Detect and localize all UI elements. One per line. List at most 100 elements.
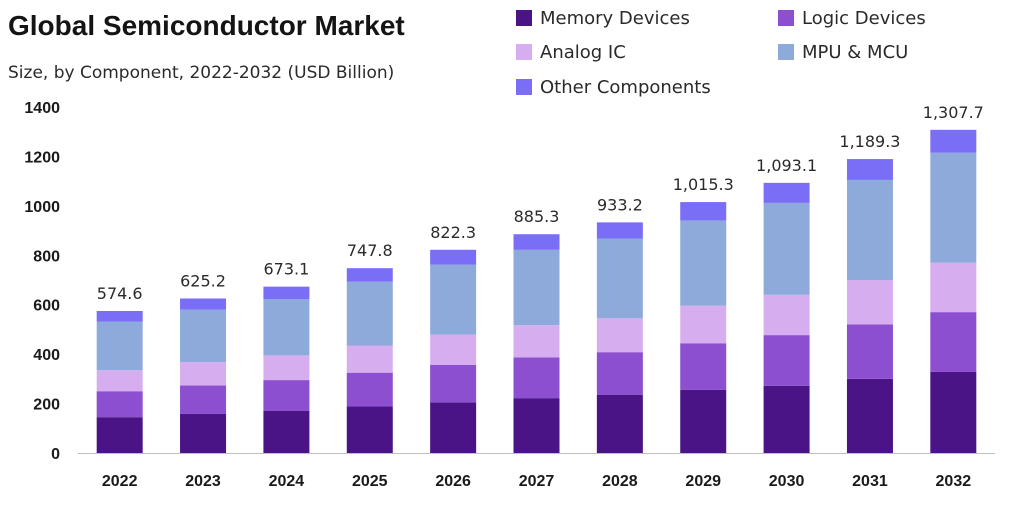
- bar-segment: [96, 370, 143, 392]
- legend-swatch: [516, 10, 532, 26]
- bar-segment: [180, 362, 227, 386]
- y-tick-label: 1000: [24, 199, 60, 216]
- legend-swatch: [516, 79, 532, 95]
- total-label: 1,093.1: [756, 156, 817, 175]
- x-tick-label: 2024: [269, 473, 305, 490]
- bar-segment: [346, 281, 393, 346]
- bar-segment: [430, 364, 477, 403]
- x-tick-label: 2028: [602, 473, 638, 490]
- bar-segment: [680, 389, 727, 453]
- bar-segment: [96, 321, 143, 371]
- bar-segment: [513, 398, 560, 453]
- legend-label: Analog IC: [540, 42, 626, 63]
- bar-segment: [596, 238, 643, 319]
- total-label: 885.3: [514, 207, 560, 226]
- bar-segment: [96, 391, 143, 418]
- total-label: 574.6: [97, 284, 143, 303]
- legend-swatch: [778, 44, 794, 60]
- bar-segment: [180, 385, 227, 414]
- bar-segment: [346, 406, 393, 453]
- bar-segment: [430, 264, 477, 335]
- y-tick-label: 800: [33, 248, 60, 265]
- bar-segment: [96, 417, 143, 453]
- bar-segment: [596, 222, 643, 239]
- bar-segment: [180, 298, 227, 310]
- bar-segment: [263, 380, 310, 411]
- y-tick-label: 600: [33, 298, 60, 315]
- bar-segment: [430, 402, 477, 453]
- bar-segment: [430, 249, 477, 265]
- legend-label: Memory Devices: [540, 8, 690, 29]
- bar-segment: [763, 385, 810, 453]
- y-tick-label: 1400: [24, 100, 60, 117]
- chart-title: Global Semiconductor Market: [8, 10, 405, 41]
- bar-segment: [513, 249, 560, 326]
- bar-segment: [930, 262, 977, 313]
- bar-segment: [513, 234, 560, 250]
- bar-segment: [263, 410, 310, 453]
- x-tick-label: 2022: [102, 473, 138, 490]
- bar-segment: [930, 371, 977, 453]
- legend-swatch: [778, 10, 794, 26]
- bar-segment: [180, 413, 227, 453]
- bar-segment: [846, 378, 893, 453]
- legend: Memory Devices Logic Devices Analog IC MPU …: [516, 8, 926, 98]
- x-tick-label: 2025: [352, 473, 388, 490]
- total-label: 625.2: [180, 271, 226, 290]
- bar-segment: [846, 159, 893, 180]
- total-label: 673.1: [264, 260, 310, 279]
- legend-label: Other Components: [540, 77, 711, 98]
- bar-segment: [596, 318, 643, 353]
- total-label: 1,015.3: [673, 175, 734, 194]
- x-tick-label: 2023: [185, 473, 221, 490]
- y-axis: 0 200 400 600 800 1000 1200 1400: [24, 100, 60, 463]
- bar-segment: [513, 357, 560, 399]
- bar-segment: [596, 394, 643, 453]
- bar-segment: [680, 202, 727, 221]
- bar-segment: [680, 343, 727, 390]
- legend-label: Logic Devices: [802, 8, 926, 29]
- x-tick-label: 2029: [685, 473, 721, 490]
- total-label: 933.2: [597, 195, 643, 214]
- bar-segment: [96, 310, 143, 322]
- total-label: 822.3: [430, 223, 476, 242]
- x-tick-label: 2031: [852, 473, 888, 490]
- x-tick-label: 2032: [936, 473, 972, 490]
- y-tick-label: 400: [33, 347, 60, 364]
- bar-segment: [846, 179, 893, 280]
- bar-segment: [346, 345, 393, 373]
- bar-segment: [180, 309, 227, 363]
- bar-segment: [930, 129, 977, 153]
- bar-segment: [596, 352, 643, 395]
- bar-segment: [263, 355, 310, 381]
- total-label: 1,307.7: [923, 103, 984, 122]
- legend-label: MPU & MCU: [802, 42, 908, 63]
- bar-segment: [846, 280, 893, 325]
- bar-segment: [680, 305, 727, 344]
- bar-segment: [763, 182, 810, 203]
- total-labels: 574.6 625.2 673.1 747.8 822.3 885.3 933.2 1,015…: [97, 103, 984, 303]
- legend-swatch: [516, 44, 532, 60]
- total-label: 1,189.3: [839, 132, 900, 151]
- bar-segment: [763, 335, 810, 386]
- bar-segment: [430, 334, 477, 365]
- bar-segment: [763, 294, 810, 336]
- bars: [96, 129, 977, 453]
- bar-segment: [263, 286, 310, 300]
- bar-segment: [346, 268, 393, 282]
- x-tick-label: 2030: [769, 473, 805, 490]
- y-tick-label: 1200: [24, 149, 60, 166]
- chart-subtitle: Size, by Component, 2022-2032 (USD Billi…: [8, 63, 394, 83]
- bar-segment: [513, 325, 560, 358]
- bar-segment: [930, 152, 977, 263]
- x-tick-label: 2027: [519, 473, 555, 490]
- total-label: 747.8: [347, 241, 393, 260]
- bar-segment: [680, 220, 727, 306]
- y-tick-label: 0: [51, 446, 60, 463]
- bar-segment: [346, 372, 393, 407]
- x-axis: 2022 2023 2024 2025 2026 2027 2028 2029 2030 2031…: [78, 453, 995, 490]
- bar-segment: [263, 299, 310, 356]
- x-tick-label: 2026: [435, 473, 471, 490]
- bar-segment: [930, 312, 977, 372]
